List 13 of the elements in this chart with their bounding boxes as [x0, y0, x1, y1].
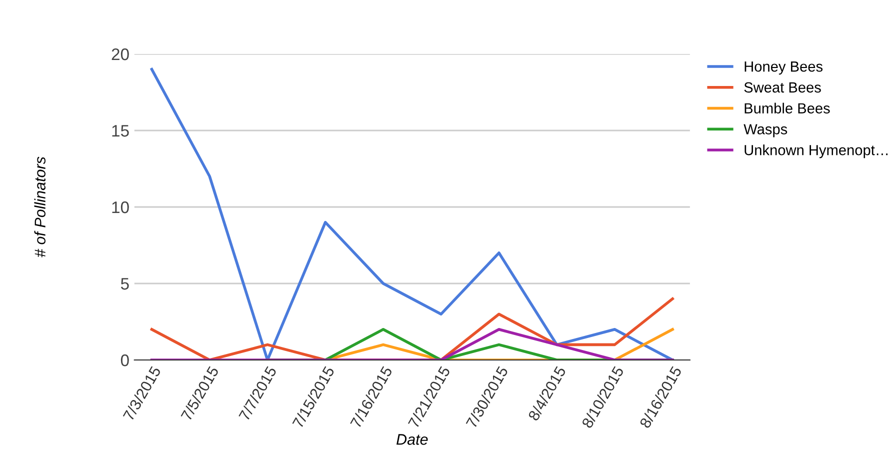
y-tick-label: 5 [120, 278, 129, 290]
legend-label: Sweat Bees [744, 82, 821, 93]
legend-label: Wasps [744, 124, 788, 138]
line-series [150, 68, 674, 360]
x-axis-title: Date [396, 434, 428, 445]
y-tick-label: 0 [120, 354, 129, 366]
y-axis-title: # of Pollinators [34, 156, 46, 258]
legend-label: Unknown Hymenopt… [744, 144, 888, 158]
y-tick-label: 15 [112, 125, 129, 137]
y-tick-label: 10 [112, 201, 129, 214]
legend-label: Honey Bees [744, 62, 823, 75]
y-tick-label: 20 [112, 48, 129, 60]
legend-label: Bumble Bees [744, 102, 830, 114]
